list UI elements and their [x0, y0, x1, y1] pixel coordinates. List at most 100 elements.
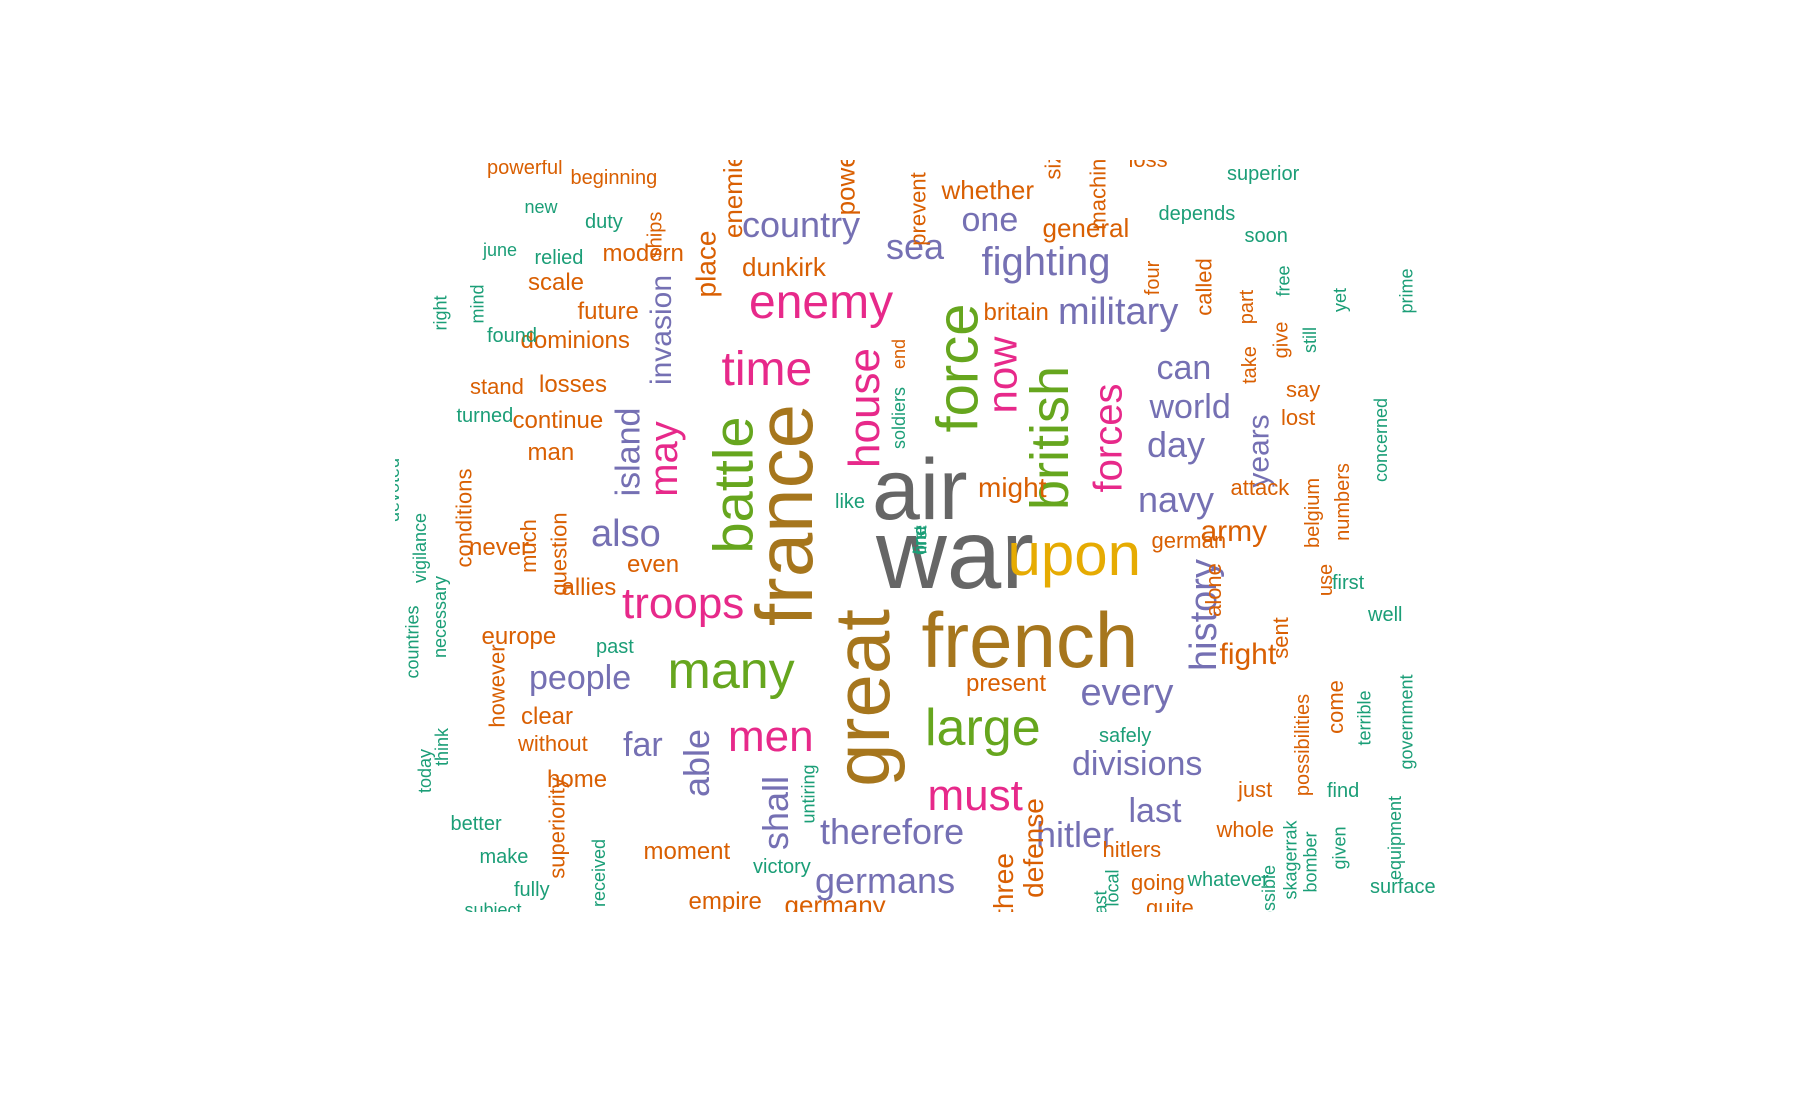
word-three: three — [987, 853, 1019, 912]
word-received: received — [589, 838, 610, 908]
word-every: every — [1080, 672, 1174, 714]
word-divisions: divisions — [1072, 745, 1203, 783]
word-superiority: superiority — [544, 777, 570, 879]
word-cloud-frame: war air french france great upon force british b… — [395, 160, 1445, 912]
word-without: without — [518, 731, 588, 756]
word-size: size — [1040, 160, 1066, 180]
word-many: many — [667, 642, 795, 700]
word-loss: loss — [1129, 160, 1168, 171]
word-battle: battle — [701, 416, 764, 554]
word-invasion: invasion — [645, 274, 679, 386]
word-great: great — [817, 609, 906, 787]
word-vigilance: vigilance — [410, 512, 431, 584]
word-defense: defense — [1017, 798, 1049, 898]
word-general: general — [1042, 213, 1130, 243]
word-victory: victory — [753, 856, 811, 878]
word-past: past — [596, 636, 634, 658]
word-part: part — [1236, 289, 1259, 325]
word-untiring: untiring — [798, 764, 819, 824]
word-take: take — [1238, 346, 1261, 384]
word-found: found — [487, 325, 538, 347]
word-allies: allies — [561, 574, 617, 601]
word-numbers: numbers — [1331, 463, 1354, 541]
word-whatever: whatever — [1187, 869, 1269, 891]
word-prevent: prevent — [905, 172, 931, 246]
word-called: called — [1191, 258, 1217, 316]
word-belgium: belgium — [1302, 477, 1325, 549]
word-large: large — [925, 699, 1041, 757]
word-whole: whole — [1216, 817, 1274, 842]
word-four: four — [1142, 260, 1165, 296]
word-continue: continue — [512, 407, 604, 434]
word-mind: mind — [467, 284, 488, 324]
word-europe: europe — [481, 623, 557, 650]
word-must: must — [927, 771, 1023, 820]
word-navy: navy — [1138, 479, 1215, 520]
word-french: french — [921, 596, 1139, 684]
word-empire: empire — [688, 888, 762, 913]
word-like: like — [835, 491, 866, 513]
word-free: free — [1273, 265, 1294, 297]
word-government: government — [1396, 674, 1417, 770]
word-still: still — [1300, 327, 1320, 353]
word-hitlers: hitlers — [1102, 837, 1162, 862]
word-military: military — [1058, 291, 1179, 333]
word-enemies: enemies — [718, 160, 749, 239]
word-losses: losses — [539, 371, 608, 398]
word-forces: forces — [1085, 383, 1130, 493]
word-may: may — [641, 421, 686, 497]
word-never: never — [469, 534, 530, 561]
word-skagerrak: skagerrak — [1280, 820, 1301, 900]
word-devoted: devoted — [395, 457, 404, 523]
word-one: one — [961, 201, 1019, 239]
word-possibilities: possibilities — [1292, 693, 1315, 797]
word-now: now — [978, 336, 1026, 414]
word-fight: fight — [1219, 638, 1277, 671]
word-beginning: beginning — [570, 167, 658, 189]
word-relied: relied — [534, 247, 584, 269]
word-soldiers: soldiers — [889, 386, 910, 450]
word-soon: soon — [1244, 225, 1288, 247]
word-however: however — [484, 644, 510, 728]
word-right: right — [430, 295, 451, 331]
word-given: given — [1329, 826, 1350, 870]
word-surface: surface — [1370, 876, 1436, 898]
word-prime: prime — [1396, 268, 1417, 314]
word-man: man — [527, 439, 575, 466]
word-concerned: concerned — [1371, 397, 1392, 483]
word-house: house — [839, 348, 889, 468]
word-germans: germans — [815, 860, 956, 901]
word-far: far — [623, 726, 663, 764]
word-countries: countries — [402, 605, 423, 679]
word-ships: ships — [643, 211, 666, 259]
word-upon: upon — [1007, 521, 1141, 588]
word-dunkirk: dunkirk — [742, 252, 826, 282]
word-present: present — [966, 670, 1047, 697]
word-better: better — [450, 813, 502, 835]
word-one: one — [910, 524, 931, 556]
word-come: come — [1322, 680, 1348, 734]
word-powerful: powerful — [487, 160, 563, 179]
word-army: army — [1200, 515, 1268, 548]
word-air: air — [872, 442, 968, 538]
word-sent: sent — [1267, 617, 1293, 659]
word-quite: quite — [1146, 895, 1194, 913]
word-fully: fully — [514, 879, 550, 901]
word-moment: moment — [643, 838, 731, 865]
word-germany: germany — [784, 890, 886, 912]
word-men: men — [728, 712, 814, 761]
word-island: island — [608, 407, 647, 497]
word-new: new — [524, 197, 558, 217]
word-enemy: enemy — [749, 276, 894, 329]
word-necessary: necessary — [430, 575, 451, 659]
word-also: also — [591, 513, 661, 555]
word-end: end — [889, 338, 910, 370]
word-able: able — [676, 728, 718, 798]
word-might: might — [978, 472, 1047, 503]
word-country: country — [742, 204, 861, 245]
word-home: home — [547, 766, 608, 793]
word-bomber: bomber — [1300, 831, 1321, 893]
word-place: place — [689, 230, 721, 298]
word-shall: shall — [755, 775, 797, 851]
word-equipment: equipment — [1385, 795, 1406, 881]
